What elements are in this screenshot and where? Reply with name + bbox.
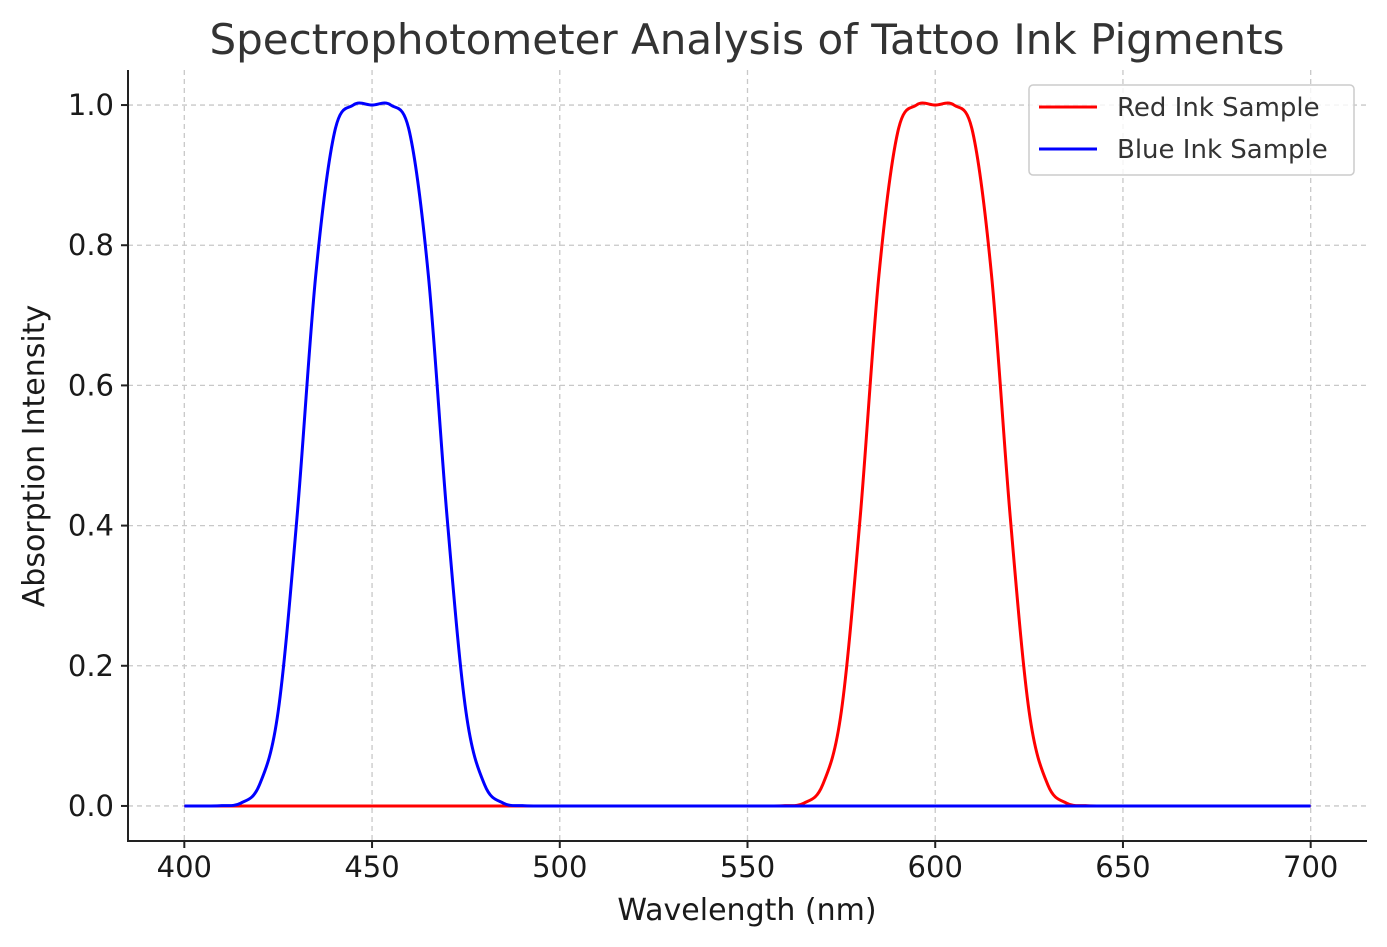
legend-label-blue-ink: Blue Ink Sample (1117, 135, 1328, 165)
chart-title: Spectrophotometer Analysis of Tattoo Ink… (209, 15, 1284, 64)
x-axis-label: Wavelength (nm) (617, 893, 876, 928)
y-tick-label: 0.2 (68, 649, 114, 683)
grid (128, 70, 1367, 841)
x-tick-label: 400 (157, 850, 212, 884)
y-tick-label: 0.8 (68, 228, 114, 262)
legend-label-red-ink: Red Ink Sample (1117, 93, 1320, 123)
y-axis-ticks: 0.0 0.2 0.4 0.6 0.8 1.0 (68, 88, 128, 823)
legend-frame (1028, 84, 1355, 176)
y-tick-label: 0.0 (68, 789, 114, 823)
x-tick-label: 450 (344, 850, 399, 884)
x-tick-label: 550 (720, 850, 775, 884)
legend: Red Ink Sample Blue Ink Sample (1028, 84, 1355, 176)
y-axis-label: Absorption Intensity (17, 305, 52, 608)
x-tick-label: 700 (1283, 850, 1338, 884)
x-tick-label: 600 (908, 850, 963, 884)
x-tick-label: 650 (1095, 850, 1150, 884)
y-tick-label: 1.0 (68, 88, 114, 122)
y-tick-label: 0.4 (68, 509, 114, 543)
x-tick-label: 500 (532, 850, 587, 884)
series-lines (184, 101, 1311, 808)
x-axis-ticks: 400 450 500 550 600 650 700 (157, 841, 1338, 884)
blue-ink-series-line (184, 101, 1311, 808)
y-tick-label: 0.6 (68, 368, 114, 402)
